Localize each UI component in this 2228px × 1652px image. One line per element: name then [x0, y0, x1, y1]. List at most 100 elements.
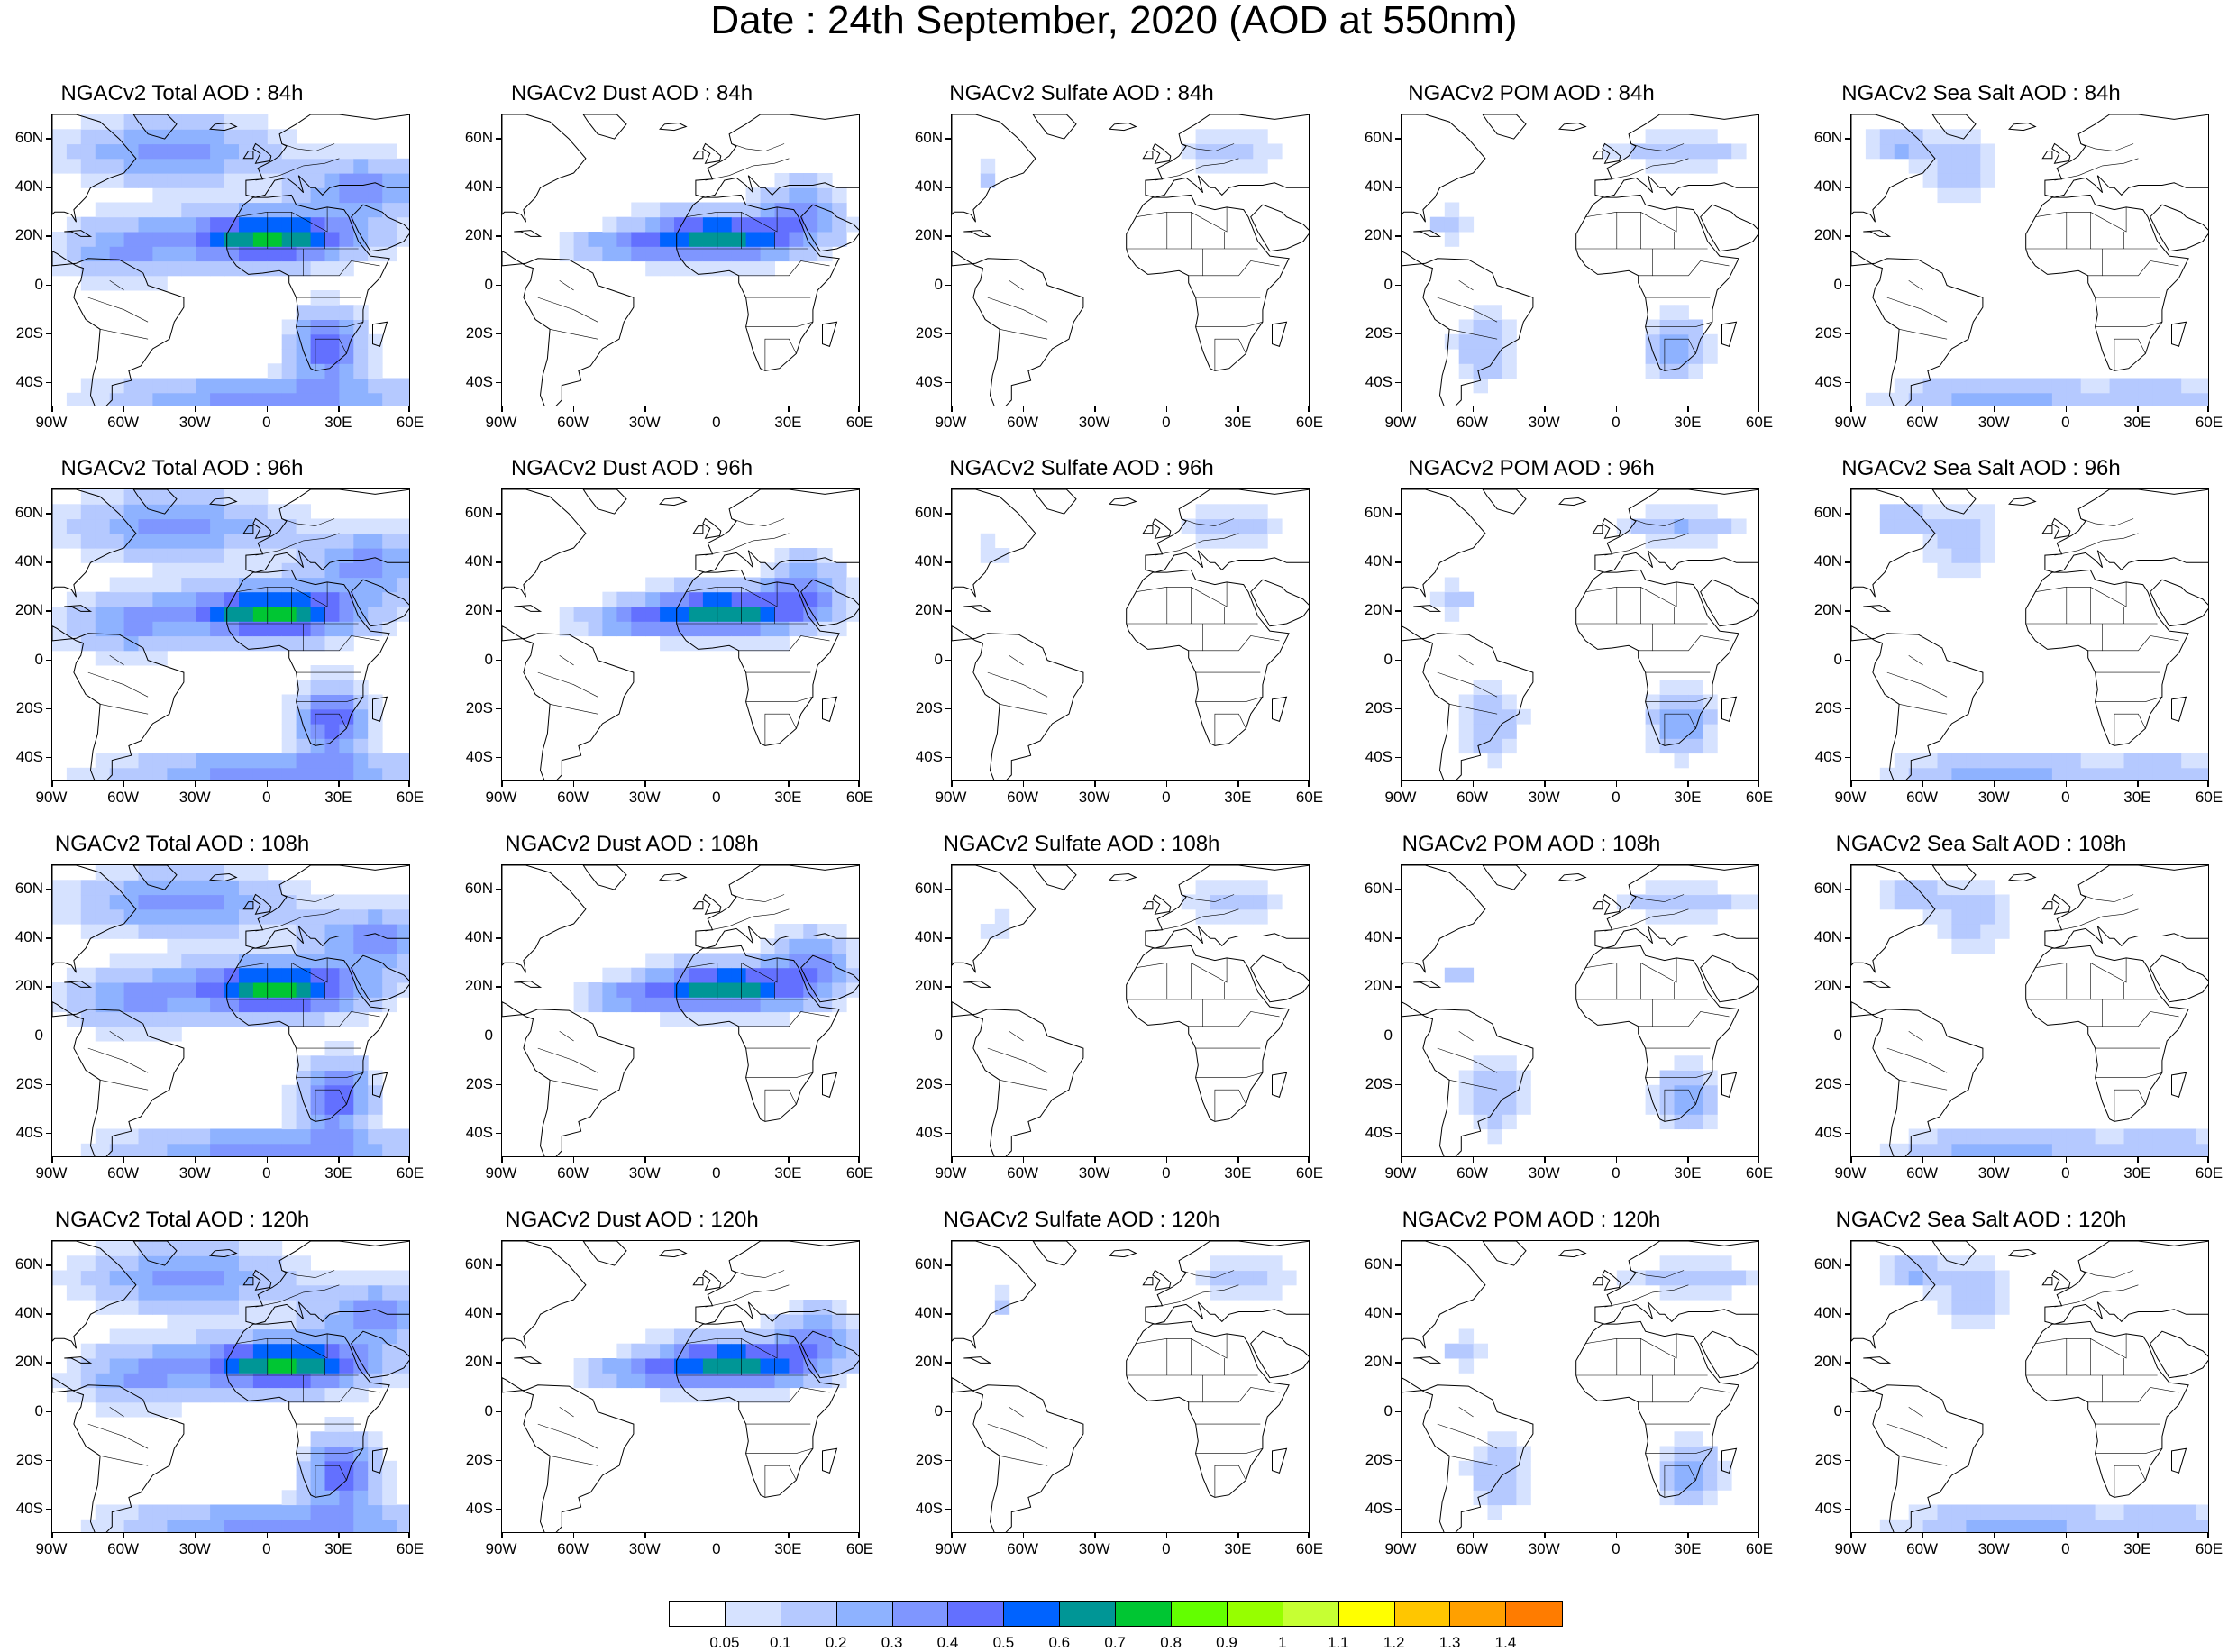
map-panel: NGACv2 Dust AOD : 84h 60N 40N 20N 0 20S 40S 90W…: [452, 81, 875, 442]
longitude-tick-label: 30W: [628, 789, 661, 806]
longitude-tick-label: 0: [1612, 789, 1621, 806]
latitude-tick: [1845, 1264, 1850, 1266]
latitude-tick: [1395, 187, 1401, 188]
coastlines: [1402, 865, 1758, 1156]
colorbar-swatch: [1506, 1602, 1563, 1626]
longitude-tick-label: 0: [712, 1164, 721, 1182]
colorbar-swatch: [725, 1602, 781, 1626]
aod-field: [1444, 880, 1758, 1145]
latitude-tick: [945, 1313, 951, 1315]
longitude-tick-label: 30E: [774, 414, 802, 431]
longitude-tick-label: 60W: [557, 789, 589, 806]
latitude-tick: [496, 1132, 501, 1135]
aod-field: [1429, 504, 1747, 769]
panel-title: NGACv2 Dust AOD : 96h: [510, 456, 753, 480]
longitude-tick-label: 30W: [1977, 789, 2010, 806]
longitude-tick: [1472, 1533, 1475, 1538]
longitude-tick: [266, 781, 269, 787]
colorbar-label: 1.2: [1383, 1634, 1405, 1651]
longitude-tick: [1165, 406, 1168, 412]
latitude-tick-label: 40N: [1813, 928, 1842, 946]
longitude-tick: [1094, 406, 1096, 412]
map-canvas: [1402, 114, 1758, 406]
figure-title: Date : 24th September, 2020 (AOD at 550n…: [710, 0, 1518, 42]
map-canvas: [1851, 489, 2208, 780]
longitude-tick: [1308, 781, 1310, 787]
longitude-tick: [572, 1533, 575, 1538]
colorbar-label: 0.4: [936, 1634, 959, 1651]
longitude-tick-label: 90W: [1834, 789, 1867, 806]
latitude-tick: [945, 756, 951, 759]
longitude-tick-label: 0: [2061, 789, 2070, 806]
latitude-tick: [1845, 1132, 1850, 1135]
colorbar-label: 0.9: [1216, 1634, 1237, 1651]
colorbar-label: 1.4: [1494, 1634, 1517, 1651]
latitude-tick-label: 20N: [914, 601, 943, 619]
latitude-tick: [1845, 659, 1850, 662]
latitude-tick: [1845, 610, 1850, 612]
map-canvas: [502, 1241, 859, 1532]
longitude-tick-label: 30E: [1224, 414, 1252, 431]
latitude-tick: [46, 1264, 51, 1266]
longitude-tick-label: 0: [1162, 1540, 1171, 1557]
latitude-tick: [1395, 986, 1401, 988]
aod-field: [559, 548, 859, 652]
longitude-tick-label: 30W: [1528, 789, 1560, 806]
latitude-tick-label: 40S: [1814, 747, 1842, 765]
longitude-tick-label: 0: [1612, 1540, 1621, 1557]
map-canvas: [952, 865, 1309, 1156]
map-canvas: [1851, 114, 2208, 406]
longitude-tick: [2207, 406, 2209, 412]
longitude-tick: [1308, 1533, 1310, 1538]
longitude-tick: [2207, 1533, 2209, 1538]
latitude-tick-label: 20S: [465, 698, 493, 716]
colorbar-swatch: [1227, 1602, 1283, 1626]
latitude-tick: [945, 889, 951, 890]
latitude-tick-label: 60N: [464, 129, 493, 147]
longitude-tick-label: 30E: [1674, 1164, 1702, 1182]
panel-title: NGACv2 Dust AOD : 84h: [510, 81, 753, 105]
longitude-tick: [123, 1157, 125, 1163]
map-plot-area: [951, 114, 1310, 406]
latitude-tick-label: 40N: [464, 178, 493, 196]
latitude-tick: [1395, 1313, 1401, 1315]
longitude-tick: [644, 781, 646, 787]
longitude-tick-label: 60E: [1745, 1164, 1774, 1182]
longitude-tick-label: 0: [262, 1164, 271, 1182]
longitude-tick-label: 60W: [1456, 1540, 1489, 1557]
longitude-tick: [1687, 1157, 1689, 1163]
colorbar-label: 0.2: [825, 1634, 847, 1651]
latitude-tick-label: 60N: [464, 1255, 493, 1273]
longitude-tick-label: 30E: [2123, 1164, 2151, 1182]
longitude-tick: [123, 406, 125, 412]
latitude-tick-label: 0: [484, 650, 493, 668]
latitude-tick-label: 20S: [465, 1074, 493, 1092]
latitude-tick-label: 0: [1383, 650, 1392, 668]
latitude-tick: [496, 937, 501, 939]
latitude-tick: [1845, 1362, 1850, 1364]
latitude-tick: [46, 756, 51, 759]
longitude-tick-label: 30E: [324, 1164, 352, 1182]
latitude-tick-label: 40S: [15, 372, 43, 390]
colorbar-label: 1: [1278, 1634, 1287, 1651]
longitude-tick-label: 0: [262, 414, 271, 431]
longitude-tick-label: 30E: [2123, 414, 2151, 431]
longitude-tick: [1850, 781, 1852, 787]
latitude-tick-label: 20N: [14, 601, 43, 619]
longitude-tick: [788, 1157, 790, 1163]
map-panel: NGACv2 Total AOD : 108h 60N 40N 20N 0 20S 40S 9…: [2, 832, 425, 1192]
map-plot-area: [1401, 1240, 1759, 1533]
latitude-tick-label: 0: [1383, 275, 1392, 293]
longitude-tick-label: 90W: [485, 414, 517, 431]
longitude-tick-label: 60E: [396, 1164, 425, 1182]
coastlines: [952, 865, 1309, 1156]
latitude-tick-label: 20S: [15, 1450, 43, 1468]
latitude-tick: [1395, 756, 1401, 759]
latitude-tick: [46, 1508, 51, 1511]
longitude-tick-label: 90W: [35, 414, 68, 431]
latitude-tick-label: 20S: [915, 698, 943, 716]
map-panel: NGACv2 Total AOD : 84h 60N 40N 20N 0 20S 40S 90…: [2, 81, 425, 442]
longitude-tick-label: 60W: [1906, 414, 1939, 431]
map-canvas: [1851, 865, 2208, 1156]
longitude-tick-label: 30W: [1977, 1164, 2010, 1182]
